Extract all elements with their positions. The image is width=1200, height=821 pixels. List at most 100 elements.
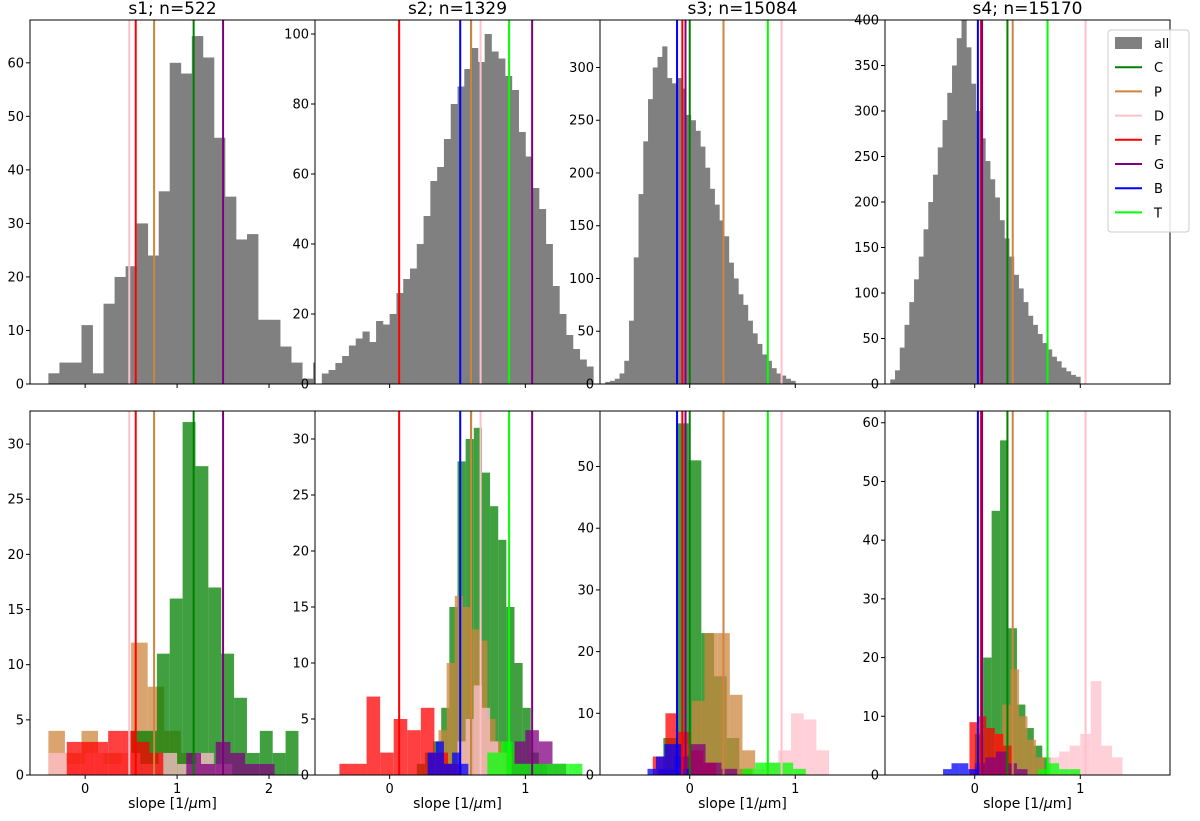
x-tick-label: 0 (971, 782, 979, 797)
hist-bar-C (506, 607, 515, 775)
hist-bar-all (614, 378, 620, 384)
hist-bar-all (423, 216, 431, 384)
hist-bar-P (704, 633, 718, 775)
hist-bar-C (169, 598, 183, 775)
legend-label-G: G (1154, 158, 1164, 173)
hist-bar-G (230, 752, 246, 775)
y-tick-label: 100 (569, 272, 594, 287)
x-tick-label: 0 (686, 782, 694, 797)
hist-bar-all (291, 362, 303, 384)
hist-bar-all (652, 67, 658, 384)
x-axis-label: slope [1/μm] (698, 796, 787, 812)
hist-bar-all (136, 223, 149, 384)
hist-bar-T (1069, 769, 1081, 775)
top-plot-area (890, 20, 1087, 384)
hist-bar-C (182, 422, 196, 775)
hist-bar-D (457, 741, 466, 775)
hist-bar-G (1016, 769, 1028, 775)
hist-bar-G (201, 763, 216, 775)
hist-bar-D (177, 763, 196, 775)
y-tick-label: 150 (569, 219, 594, 234)
legend-label-B: B (1154, 182, 1163, 197)
hist-bar-T (1048, 763, 1060, 775)
y-tick-label: 350 (854, 59, 879, 74)
y-tick-label: 0 (301, 769, 309, 784)
hist-bar-all (328, 370, 336, 384)
y-tick-label: 30 (292, 433, 309, 448)
hist-bar-C (156, 653, 170, 775)
hist-bar-B (951, 763, 960, 775)
bottom-axes-frame (884, 410, 1171, 776)
y-tick-label: 150 (854, 241, 879, 256)
hist-bar-all (624, 360, 630, 384)
hist-bar-all (410, 268, 418, 384)
hist-bar-all (518, 132, 526, 384)
y-tick-label: 400 (854, 14, 879, 29)
y-tick-label: 30 (7, 438, 24, 453)
hist-bar-all (757, 343, 763, 384)
y-tick-label: 40 (577, 522, 594, 537)
y-tick-label: 10 (577, 707, 594, 722)
hist-bar-all (382, 324, 391, 384)
x-tick-label: 1 (521, 782, 529, 797)
hist-bar-all (498, 58, 506, 384)
hist-bar-C (195, 466, 209, 775)
y-tick-label: 40 (292, 238, 309, 253)
hist-bar-T (755, 762, 768, 775)
hist-bar-G (259, 763, 275, 775)
hist-bar-G (1006, 763, 1017, 775)
hist-bar-all (403, 279, 411, 384)
hist-bar-all (728, 262, 734, 384)
hist-bar-C (272, 752, 286, 775)
y-tick-label: 300 (569, 61, 594, 76)
hist-bar-all (302, 378, 314, 384)
y-tick-label: 50 (862, 475, 879, 490)
hist-bar-all (994, 197, 1000, 384)
hist-bar-all (586, 366, 594, 384)
hist-bar-all (566, 335, 574, 384)
hist-bar-F (135, 741, 150, 775)
hist-bar-all (342, 356, 350, 384)
hist-bar-P (1002, 704, 1011, 775)
hist-bar-all (724, 236, 730, 384)
hist-bar-F (969, 722, 978, 775)
hist-bar-all (990, 179, 996, 384)
hist-bar-T (793, 768, 806, 775)
y-tick-label: 20 (292, 308, 309, 323)
panel-title: s1; n=522 (128, 0, 216, 19)
hist-bar-all (430, 181, 438, 384)
x-axis-label: slope [1/μm] (128, 796, 217, 812)
hist-bar-all (321, 373, 329, 384)
hist-bar-all (928, 202, 934, 384)
hist-bar-all (471, 48, 479, 384)
hist-bar-all (280, 346, 292, 384)
hist-bar-T (541, 763, 556, 775)
hist-bar-F (353, 763, 367, 775)
hist-bar-all (947, 92, 953, 384)
hist-bar-G (721, 768, 738, 775)
hist-bar-all (923, 229, 929, 384)
hist-bar-all (662, 46, 668, 384)
hist-bar-all (443, 139, 452, 384)
hist-bar-all (532, 188, 540, 384)
hist-bar-all (890, 379, 896, 384)
y-tick-label: 5 (16, 713, 24, 728)
hist-bar-D (481, 707, 491, 775)
bottom-plot-area (943, 411, 1123, 775)
y-tick-label: 25 (7, 493, 24, 508)
hist-bar-C (285, 730, 299, 775)
hist-bar-T (1038, 769, 1049, 775)
legend-box (1107, 29, 1190, 233)
hist-bar-all (525, 156, 533, 384)
hist-bar-all (369, 342, 377, 384)
legend-label-D: D (1154, 110, 1164, 125)
y-tick-label: 0 (16, 769, 24, 784)
hist-bar-all (714, 204, 720, 384)
hist-bar-all (559, 314, 567, 384)
y-tick-label: 40 (862, 534, 879, 549)
hist-bar-all (909, 302, 915, 384)
hist-bar-D (473, 685, 482, 775)
hist-bar-all (985, 161, 991, 384)
hist-bar-all (733, 278, 739, 384)
hist-bar-D (1059, 751, 1070, 775)
